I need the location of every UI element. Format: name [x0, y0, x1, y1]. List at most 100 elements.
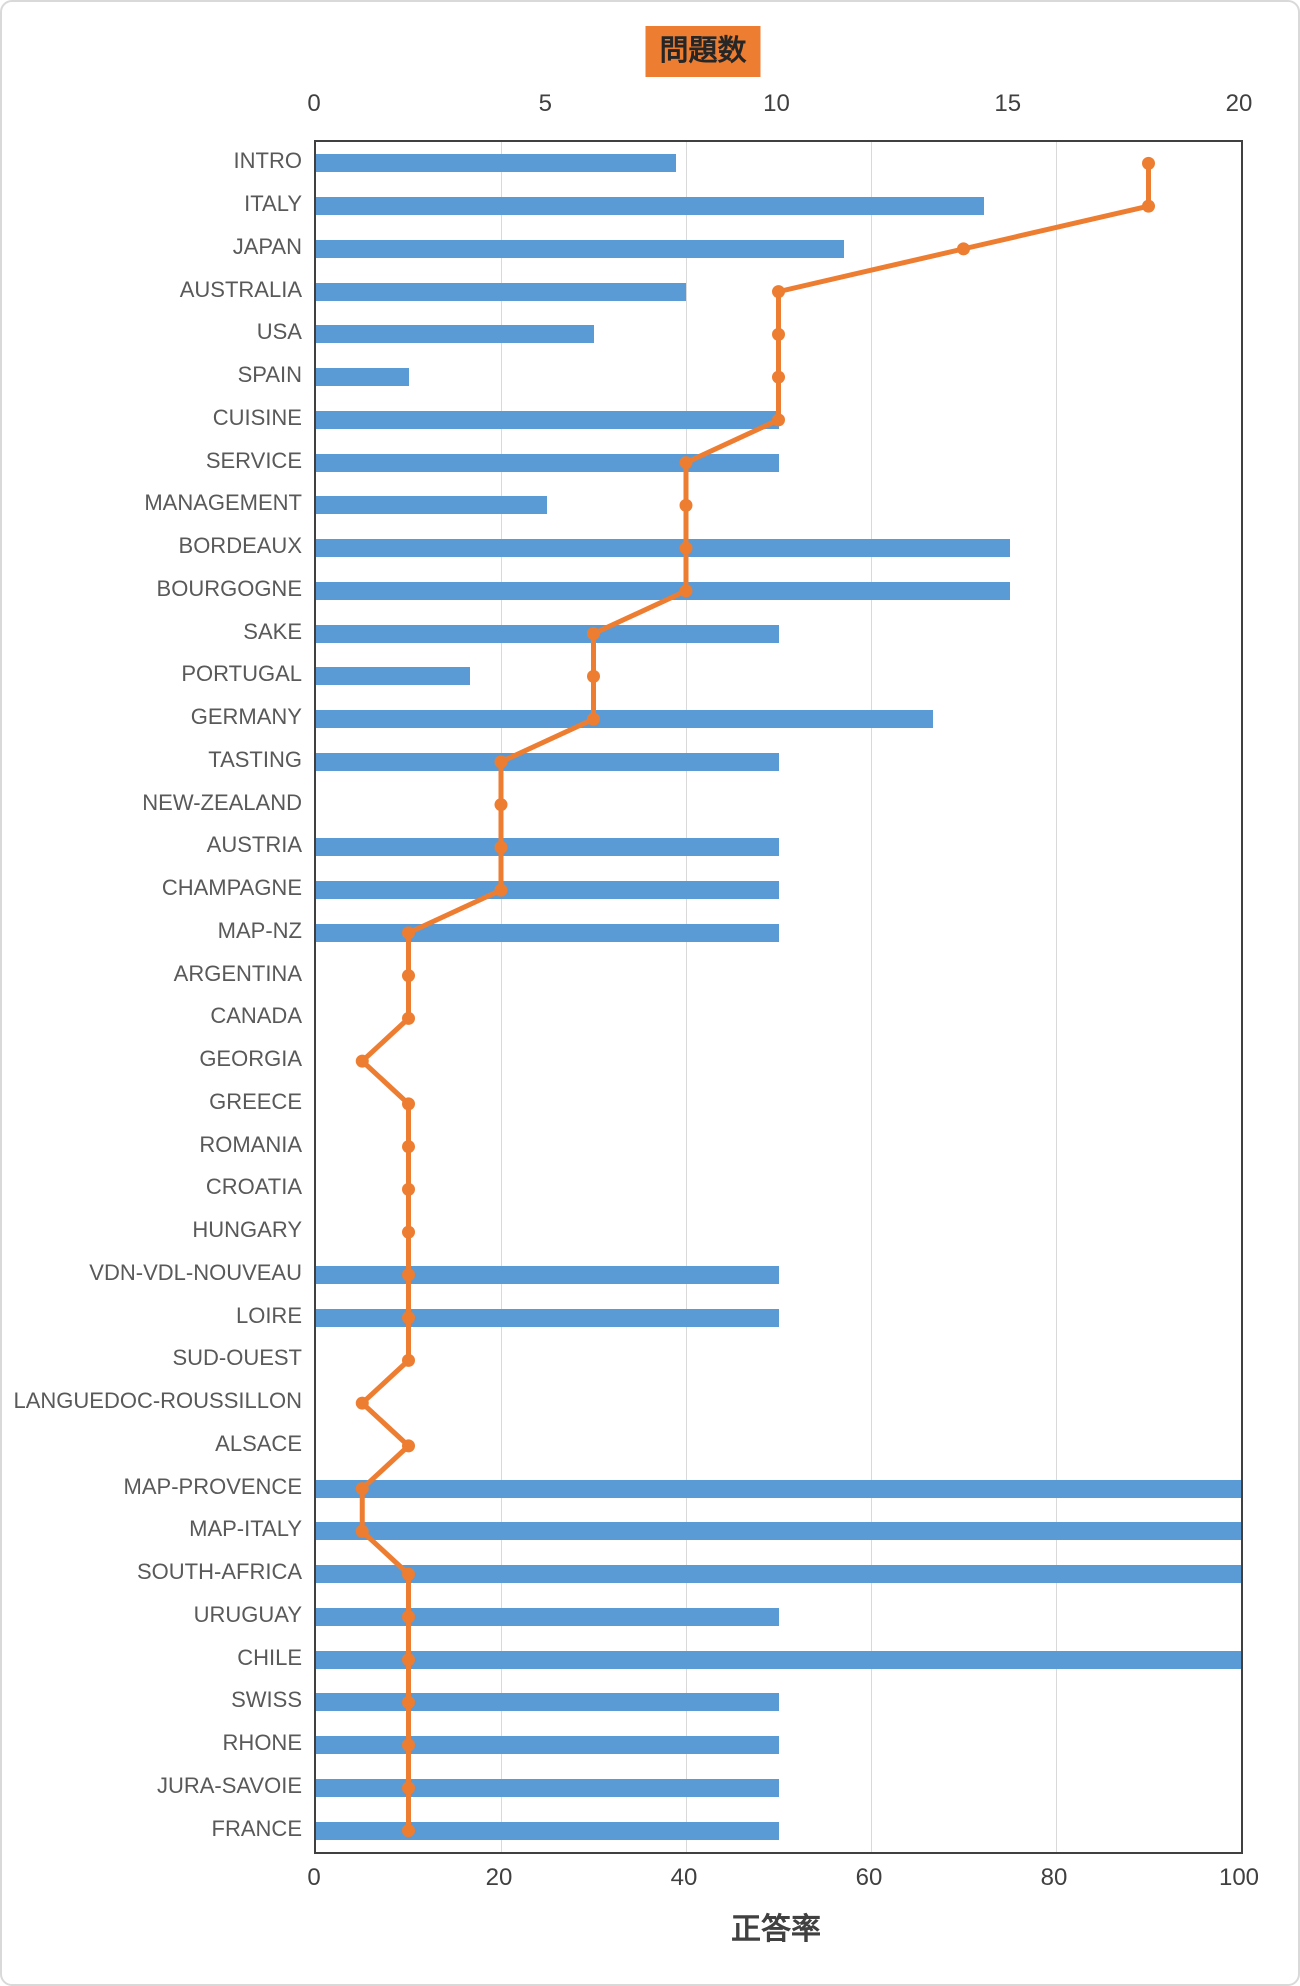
line-marker: [494, 798, 508, 812]
bar: [316, 710, 933, 729]
category-label: GREECE: [209, 1088, 302, 1114]
line-marker: [772, 370, 785, 384]
line-marker: [772, 285, 785, 299]
bar: [316, 368, 409, 387]
line-marker: [402, 1353, 415, 1367]
category-label: MAP-NZ: [217, 917, 302, 943]
bar: [316, 539, 1010, 558]
line-marker: [587, 712, 600, 726]
category-label: ROMANIA: [199, 1131, 302, 1157]
top-axis-tick: 0: [307, 90, 321, 117]
bar: [316, 496, 548, 515]
line-marker: [402, 1738, 415, 1752]
bottom-axis-tick: 20: [485, 1864, 513, 1891]
line-marker: [587, 627, 600, 641]
category-label: LANGUEDOC-ROUSSILLON: [13, 1388, 302, 1414]
bar: [316, 1607, 779, 1626]
category-label: BOURGOGNE: [156, 575, 302, 601]
bottom-axis-tick: 80: [1040, 1864, 1068, 1891]
category-label: AUSTRALIA: [179, 276, 302, 302]
line-marker: [1142, 156, 1155, 170]
bottom-axis-tick: 40: [670, 1864, 698, 1891]
category-label: PORTUGAL: [181, 661, 302, 687]
bar: [316, 239, 845, 258]
category-label: RHONE: [222, 1730, 302, 1756]
line-marker: [355, 1524, 369, 1538]
category-label: SPAIN: [237, 362, 302, 388]
category-label: SUD-OUEST: [172, 1345, 302, 1371]
category-label: BORDEAUX: [178, 533, 302, 559]
category-label: ARGENTINA: [173, 960, 302, 986]
bar: [316, 410, 779, 429]
category-label: CHAMPAGNE: [161, 875, 302, 901]
line-marker: [402, 1225, 415, 1239]
gridline: [1056, 142, 1057, 1852]
category-label: USA: [256, 319, 302, 345]
bottom-axis-tick: 60: [855, 1864, 883, 1891]
line-series: [355, 156, 1155, 1838]
line-marker: [679, 498, 693, 512]
plot-area: [314, 140, 1243, 1854]
line-marker: [494, 883, 508, 897]
category-label: HUNGARY: [192, 1217, 302, 1243]
category-label: CANADA: [210, 1003, 302, 1029]
bar: [316, 1565, 1241, 1584]
line-marker: [355, 1482, 369, 1496]
category-label: ALSACE: [215, 1430, 302, 1456]
category-label: NEW-ZEALAND: [142, 789, 302, 815]
line-path: [359, 160, 1151, 1834]
category-label: MAP-ITALY: [189, 1516, 302, 1542]
category-label: GEORGIA: [199, 1046, 302, 1072]
category-label: TASTING: [208, 746, 302, 772]
bar: [316, 1778, 779, 1797]
bar: [316, 282, 686, 301]
category-label: AUSTRIA: [206, 832, 302, 858]
line-marker: [957, 242, 970, 256]
line-marker: [679, 584, 693, 598]
bar: [316, 325, 594, 344]
bar: [316, 1479, 1241, 1498]
category-label: FRANCE: [211, 1815, 302, 1841]
bar: [316, 581, 1010, 600]
bar: [316, 881, 779, 900]
bar: [316, 1650, 1241, 1669]
line-marker: [772, 413, 785, 427]
bar: [316, 752, 779, 771]
line-marker: [772, 327, 785, 341]
bar: [316, 1821, 779, 1840]
category-label: CHILE: [237, 1644, 302, 1670]
bar: [316, 197, 984, 216]
category-label: LOIRE: [235, 1302, 302, 1328]
bar: [316, 1736, 779, 1755]
line-marker: [355, 1396, 369, 1410]
category-label: MAP-PROVENCE: [123, 1473, 302, 1499]
line-marker: [402, 1182, 415, 1196]
category-label: URUGUAY: [193, 1601, 302, 1627]
bar: [316, 1522, 1241, 1541]
top-axis-tick: 5: [538, 90, 552, 117]
category-label: SWISS: [231, 1687, 302, 1713]
line-marker: [1142, 199, 1155, 213]
category-label: ITALY: [244, 191, 302, 217]
line-marker: [402, 1311, 415, 1325]
category-label: INTRO: [233, 148, 302, 174]
chart-title: 問題数: [645, 26, 761, 77]
bottom-axis-title: 正答率: [731, 1913, 821, 1946]
category-label: SOUTH-AFRICA: [137, 1559, 302, 1585]
top-axis-tick: 15: [994, 90, 1022, 117]
line-marker: [402, 1011, 415, 1025]
line-marker: [402, 1439, 415, 1453]
line-marker: [402, 1097, 415, 1111]
bar: [316, 1693, 779, 1712]
bar: [316, 154, 676, 173]
line-marker: [679, 541, 693, 555]
gridline: [501, 142, 502, 1852]
category-label: SAKE: [243, 618, 302, 644]
line-marker: [494, 755, 508, 769]
line-marker: [402, 1567, 415, 1581]
bar: [316, 923, 779, 942]
bottom-axis-tick: 100: [1218, 1864, 1260, 1891]
line-marker: [494, 840, 508, 854]
line-marker: [587, 669, 600, 683]
